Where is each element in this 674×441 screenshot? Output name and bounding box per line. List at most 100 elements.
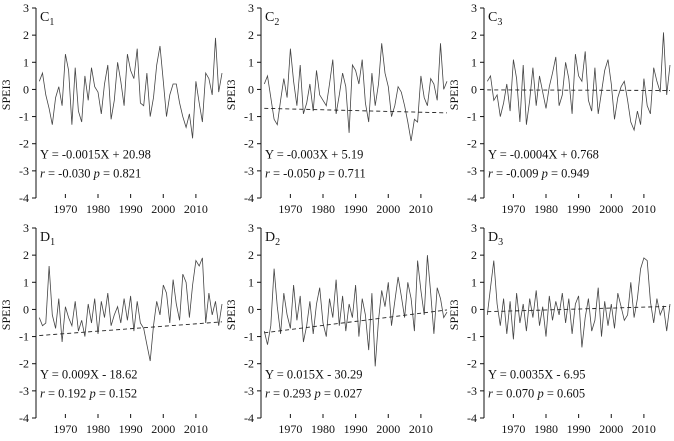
- x-tick-label: 1970: [501, 202, 525, 216]
- regression-equation: Y = 0.015X - 30.29: [265, 368, 363, 382]
- x-tick-label: 2000: [151, 422, 175, 436]
- trend-line: [39, 321, 223, 336]
- y-tick-label: 2: [471, 248, 477, 262]
- x-tick-label: 1970: [501, 422, 525, 436]
- y-tick-label: 3: [23, 221, 29, 235]
- y-tick-label: 0: [248, 82, 254, 96]
- x-tick-label: 1990: [119, 202, 143, 216]
- chart-panel-c3: 3 2 1 0 -1 -2 -3 -4 1970 1980 1990 2000 2010 SPEI3 C3 Y…: [447, 1, 671, 216]
- y-tick-label: 3: [248, 221, 254, 235]
- y-tick-label: -1: [244, 110, 254, 124]
- x-tick-label: 1970: [53, 202, 77, 216]
- y-tick-label: -1: [19, 330, 29, 344]
- y-tick-label: -3: [467, 384, 477, 398]
- x-tick-label: 2000: [599, 422, 623, 436]
- y-tick-label: -2: [467, 357, 477, 371]
- y-tick-label: -2: [19, 137, 29, 151]
- y-tick-label: 0: [23, 302, 29, 316]
- x-tick-label: 1970: [278, 422, 302, 436]
- spei3-series-line: [486, 32, 671, 132]
- y-tick-label: 2: [248, 28, 254, 42]
- y-tick-label: -4: [467, 191, 477, 205]
- y-tick-label: 3: [23, 1, 29, 15]
- y-tick-label: 1: [23, 275, 29, 289]
- panel-label: C1: [40, 10, 54, 28]
- y-axis-label: SPEI3: [0, 300, 13, 331]
- regression-equation: Y = -0.0015X + 20.98: [40, 148, 151, 162]
- panel-label: C3: [488, 10, 502, 28]
- y-tick-label: 2: [248, 248, 254, 262]
- x-tick-label: 1970: [278, 202, 302, 216]
- regression-stats: r = 0.293 p = 0.027: [265, 387, 362, 401]
- y-tick-label: 0: [471, 82, 477, 96]
- regression-stats: r = -0.050 p = 0.711: [265, 167, 366, 181]
- x-tick-label: 1990: [567, 422, 591, 436]
- chart-panel-c1: 3 2 1 0 -1 -2 -3 -4 1970 1980 1990 2000 2010 SPEI3 C1 Y…: [0, 1, 223, 216]
- spei3-series-line: [38, 37, 223, 139]
- x-tick-label: 1980: [86, 202, 110, 216]
- y-tick-label: -4: [244, 191, 254, 205]
- y-tick-label: -3: [19, 384, 29, 398]
- x-tick-label: 2010: [409, 422, 433, 436]
- x-tick-label: 2010: [632, 202, 656, 216]
- y-tick-label: -3: [244, 384, 254, 398]
- y-tick-label: -3: [19, 164, 29, 178]
- x-tick-label: 2000: [376, 422, 400, 436]
- y-axis-label: SPEI3: [447, 300, 461, 331]
- y-tick-label: -2: [244, 137, 254, 151]
- spei3-series-line: [263, 43, 448, 142]
- x-tick-label: 1990: [344, 202, 368, 216]
- x-tick-label: 1980: [311, 202, 335, 216]
- y-tick-label: 1: [23, 55, 29, 69]
- trend-line: [487, 89, 671, 91]
- y-tick-label: 2: [471, 28, 477, 42]
- x-tick-label: 1980: [534, 202, 558, 216]
- y-tick-label: -1: [467, 330, 477, 344]
- y-tick-label: 0: [23, 82, 29, 96]
- chart-panel-d3: 3 2 1 0 -1 -2 -3 -4 1970 1980 1990 2000 2010 SPEI3 D3 Y…: [447, 221, 671, 436]
- x-tick-label: 1990: [567, 202, 591, 216]
- x-tick-label: 1990: [344, 422, 368, 436]
- y-tick-label: 0: [248, 302, 254, 316]
- x-tick-label: 2010: [409, 202, 433, 216]
- chart-panel-d1: 3 2 1 0 -1 -2 -3 -4 1970 1980 1990 2000 2010 SPEI3 D1 Y…: [0, 221, 223, 436]
- y-tick-label: 3: [248, 1, 254, 15]
- panel-label: D3: [488, 230, 503, 248]
- y-tick-label: 1: [471, 55, 477, 69]
- y-tick-label: -4: [19, 191, 29, 205]
- regression-equation: Y = -0.0004X + 0.768: [488, 148, 599, 162]
- chart-panel-c2: 3 2 1 0 -1 -2 -3 -4 1970 1980 1990 2000 2010 SPEI3 C2 Y…: [224, 1, 448, 216]
- y-tick-label: -1: [19, 110, 29, 124]
- x-tick-label: 1980: [534, 422, 558, 436]
- y-tick-label: -1: [467, 110, 477, 124]
- y-tick-label: 1: [248, 275, 254, 289]
- y-tick-label: -4: [19, 411, 29, 425]
- y-axis-label: SPEI3: [224, 80, 238, 111]
- y-tick-label: -2: [244, 357, 254, 371]
- panel-label: D2: [265, 230, 280, 248]
- x-tick-label: 2000: [151, 202, 175, 216]
- y-tick-label: 2: [23, 28, 29, 42]
- x-tick-label: 1990: [119, 422, 143, 436]
- trend-line: [487, 305, 671, 313]
- y-tick-label: -4: [244, 411, 254, 425]
- y-axis-label: SPEI3: [447, 80, 461, 111]
- y-tick-label: -1: [244, 330, 254, 344]
- y-tick-label: -3: [467, 164, 477, 178]
- trend-line: [264, 107, 448, 114]
- spei3-series-line: [486, 257, 671, 348]
- regression-stats: r = 0.070 p = 0.605: [488, 387, 585, 401]
- y-tick-label: 1: [471, 275, 477, 289]
- spei3-series-line: [38, 257, 223, 362]
- y-tick-label: 1: [248, 55, 254, 69]
- x-tick-label: 1970: [53, 422, 77, 436]
- regression-equation: Y = 0.009X - 18.62: [40, 368, 138, 382]
- y-tick-label: 3: [471, 221, 477, 235]
- y-tick-label: -4: [467, 411, 477, 425]
- y-tick-label: -2: [467, 137, 477, 151]
- x-tick-label: 1980: [311, 422, 335, 436]
- regression-equation: Y = -0.003X + 5.19: [265, 148, 363, 162]
- regression-stats: r = -0.009 p = 0.949: [488, 167, 589, 181]
- spei3-series-line: [263, 255, 448, 367]
- chart-panel-d2: 3 2 1 0 -1 -2 -3 -4 1970 1980 1990 2000 2010 SPEI3 D2 Y…: [224, 221, 448, 436]
